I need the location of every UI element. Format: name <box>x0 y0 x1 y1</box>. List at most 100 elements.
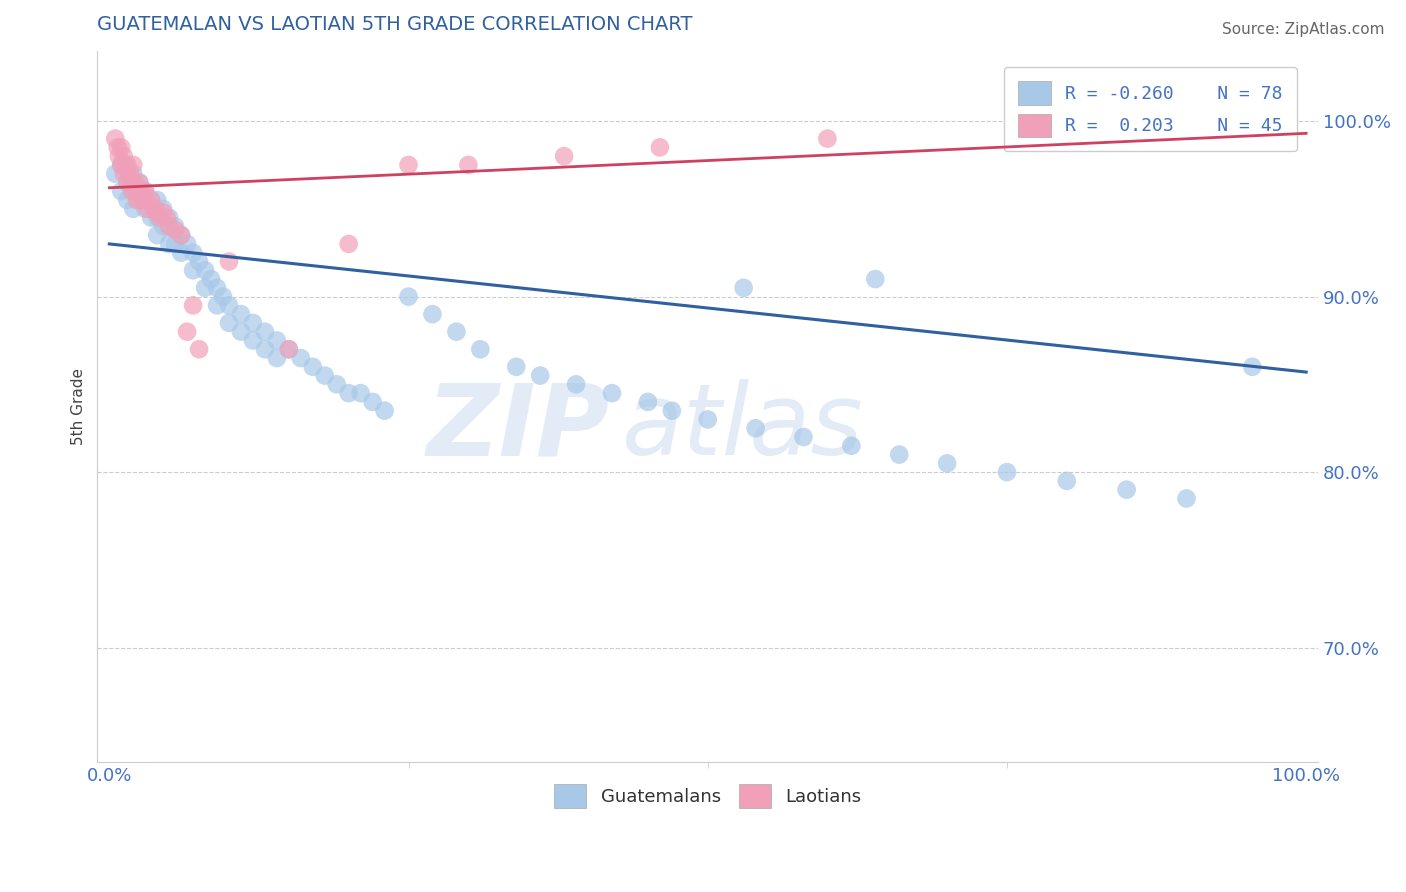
Point <box>194 263 217 277</box>
Point <box>398 158 420 172</box>
Point <box>165 219 187 234</box>
Point <box>181 245 204 260</box>
Point <box>229 307 252 321</box>
Point <box>143 202 166 216</box>
Point <box>1241 359 1264 374</box>
Point <box>229 325 252 339</box>
Point <box>170 228 193 243</box>
Point <box>125 193 148 207</box>
Y-axis label: 5th Grade: 5th Grade <box>72 368 86 445</box>
Point <box>114 158 136 172</box>
Point <box>112 149 135 163</box>
Point <box>157 211 180 225</box>
Point <box>936 456 959 470</box>
Point <box>337 386 360 401</box>
Point <box>157 236 180 251</box>
Point <box>120 176 142 190</box>
Point <box>134 184 156 198</box>
Point <box>141 211 163 225</box>
Point <box>176 325 198 339</box>
Point <box>110 184 132 198</box>
Point <box>128 184 150 198</box>
Point <box>188 343 211 357</box>
Point <box>117 158 139 172</box>
Point <box>733 281 755 295</box>
Point <box>122 158 145 172</box>
Point <box>1175 491 1198 506</box>
Point <box>134 202 156 216</box>
Point <box>146 211 169 225</box>
Point <box>149 211 172 225</box>
Point <box>361 395 384 409</box>
Point <box>165 223 187 237</box>
Point <box>146 228 169 243</box>
Point <box>565 377 588 392</box>
Point <box>134 193 156 207</box>
Point <box>470 343 492 357</box>
Point <box>107 140 129 154</box>
Point <box>648 140 671 154</box>
Point <box>374 403 396 417</box>
Point <box>266 334 288 348</box>
Point <box>117 176 139 190</box>
Point <box>205 298 228 312</box>
Point <box>157 219 180 234</box>
Point <box>290 351 312 365</box>
Point <box>152 205 174 219</box>
Point <box>637 395 659 409</box>
Point <box>112 167 135 181</box>
Point <box>253 343 276 357</box>
Point <box>446 325 468 339</box>
Point <box>350 386 373 401</box>
Point <box>152 219 174 234</box>
Point <box>1056 474 1078 488</box>
Point <box>253 325 276 339</box>
Point <box>122 167 145 181</box>
Point <box>200 272 222 286</box>
Point <box>889 448 911 462</box>
Point <box>124 176 146 190</box>
Point <box>422 307 444 321</box>
Point <box>146 205 169 219</box>
Point <box>156 211 179 225</box>
Point <box>122 184 145 198</box>
Point <box>104 131 127 145</box>
Point <box>218 316 240 330</box>
Point <box>277 343 299 357</box>
Point <box>194 281 217 295</box>
Point <box>118 167 141 181</box>
Point <box>301 359 323 374</box>
Point <box>1019 96 1042 111</box>
Point <box>108 149 131 163</box>
Point <box>128 193 150 207</box>
Point <box>600 386 623 401</box>
Point <box>325 377 347 392</box>
Point <box>110 158 132 172</box>
Point <box>122 202 145 216</box>
Point <box>110 158 132 172</box>
Point <box>141 193 163 207</box>
Point <box>121 184 143 198</box>
Point <box>181 298 204 312</box>
Text: ZIP: ZIP <box>427 379 610 476</box>
Text: Source: ZipAtlas.com: Source: ZipAtlas.com <box>1222 22 1385 37</box>
Point <box>218 254 240 268</box>
Point <box>398 289 420 303</box>
Point <box>242 316 264 330</box>
Point <box>661 403 683 417</box>
Point <box>529 368 551 383</box>
Point <box>277 343 299 357</box>
Point <box>128 176 150 190</box>
Point <box>170 245 193 260</box>
Point <box>696 412 718 426</box>
Point <box>157 219 180 234</box>
Text: GUATEMALAN VS LAOTIAN 5TH GRADE CORRELATION CHART: GUATEMALAN VS LAOTIAN 5TH GRADE CORRELAT… <box>97 15 693 34</box>
Point <box>117 193 139 207</box>
Point <box>553 149 575 163</box>
Point <box>165 236 187 251</box>
Legend: Guatemalans, Laotians: Guatemalans, Laotians <box>544 775 870 817</box>
Point <box>337 236 360 251</box>
Point <box>218 298 240 312</box>
Point <box>188 254 211 268</box>
Point <box>457 158 479 172</box>
